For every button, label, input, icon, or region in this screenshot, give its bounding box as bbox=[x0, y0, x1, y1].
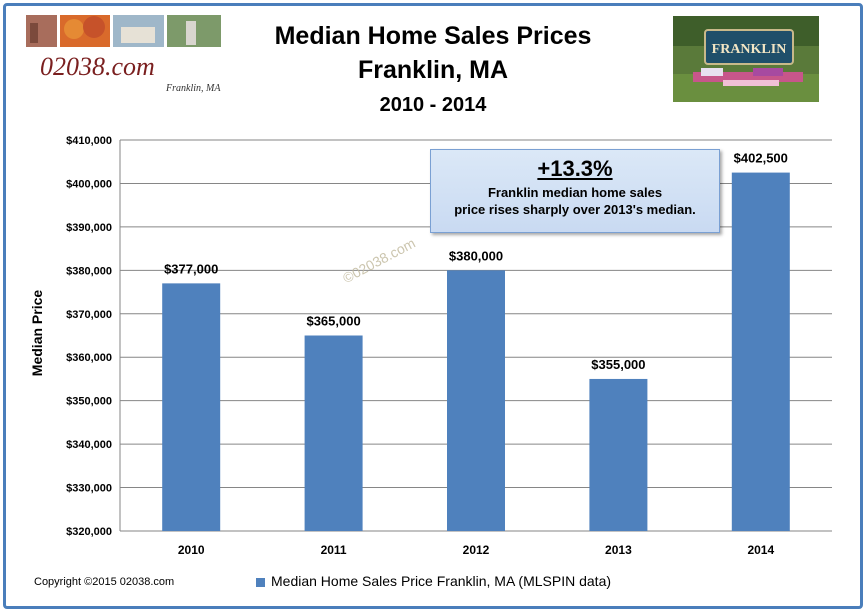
y-tick-label: $320,000 bbox=[66, 526, 112, 538]
y-tick-label: $350,000 bbox=[66, 396, 112, 408]
y-tick-label: $340,000 bbox=[66, 439, 112, 451]
franklin-sign-photo: FRANKLIN bbox=[673, 16, 819, 102]
copyright-text: Copyright ©2015 02038.com bbox=[34, 576, 175, 588]
y-axis-label-text: Median Price bbox=[29, 289, 45, 377]
legend: Median Home Sales Price Franklin, MA (ML… bbox=[256, 573, 611, 589]
data-label-2011: $365,000 bbox=[306, 314, 360, 329]
x-tick-label-2013: 2013 bbox=[605, 543, 632, 557]
chart-title-line3: 2010 - 2014 bbox=[379, 94, 487, 116]
x-tick-labels: 2010 2011 2012 2013 2014 bbox=[178, 543, 775, 557]
data-label-2010: $377,000 bbox=[164, 261, 218, 276]
logo-site-text: 02038.com bbox=[40, 52, 155, 81]
site-logo: 02038.com Franklin, MA bbox=[26, 15, 221, 93]
data-label-2013: $355,000 bbox=[591, 357, 645, 372]
data-labels: $377,000 $365,000 $380,000 $355,000 $402,500 bbox=[164, 151, 788, 372]
y-tick-label: $380,000 bbox=[66, 265, 112, 277]
callout-box: +13.3% Franklin median home sales price … bbox=[430, 149, 720, 233]
y-tick-label: $390,000 bbox=[66, 222, 112, 234]
callout-headline: +13.3% bbox=[537, 156, 613, 181]
y-tick-label: $330,000 bbox=[66, 483, 112, 495]
chart-title-line1: Median Home Sales Prices bbox=[274, 22, 592, 50]
y-tick-label: $370,000 bbox=[66, 309, 112, 321]
chart-frame bbox=[3, 3, 863, 609]
bars bbox=[162, 172, 790, 532]
y-tick-labels: $320,000 $330,000 $340,000 $350,000 $360,000… bbox=[66, 135, 112, 538]
x-tick-label-2011: 2011 bbox=[321, 543, 347, 557]
legend-label: Median Home Sales Price Franklin, MA (ML… bbox=[271, 573, 612, 589]
sign-text: FRANKLIN bbox=[712, 42, 787, 57]
y-tick-label: $360,000 bbox=[66, 352, 112, 364]
data-label-2012: $380,000 bbox=[449, 248, 503, 263]
legend-swatch bbox=[256, 577, 265, 587]
bar-2012 bbox=[447, 270, 505, 531]
chart-title-line2: Franklin, MA bbox=[357, 56, 508, 84]
bar-2013 bbox=[589, 378, 648, 531]
bar-2011 bbox=[304, 335, 363, 531]
x-tick-label-2010: 2010 bbox=[178, 543, 205, 557]
callout-line2: price rises sharply over 2013's median. bbox=[454, 202, 696, 217]
bar-2014 bbox=[731, 172, 790, 532]
logo-town-text: Franklin, MA bbox=[165, 83, 221, 93]
callout-line1: Franklin median home sales bbox=[487, 185, 663, 200]
data-label-2014: $402,500 bbox=[734, 151, 788, 166]
y-tick-label: $400,000 bbox=[66, 178, 112, 190]
y-tick-label: $410,000 bbox=[66, 135, 112, 147]
x-tick-label-2014: 2014 bbox=[747, 543, 774, 557]
bar-2010 bbox=[162, 283, 221, 531]
x-tick-label-2012: 2012 bbox=[463, 543, 490, 557]
